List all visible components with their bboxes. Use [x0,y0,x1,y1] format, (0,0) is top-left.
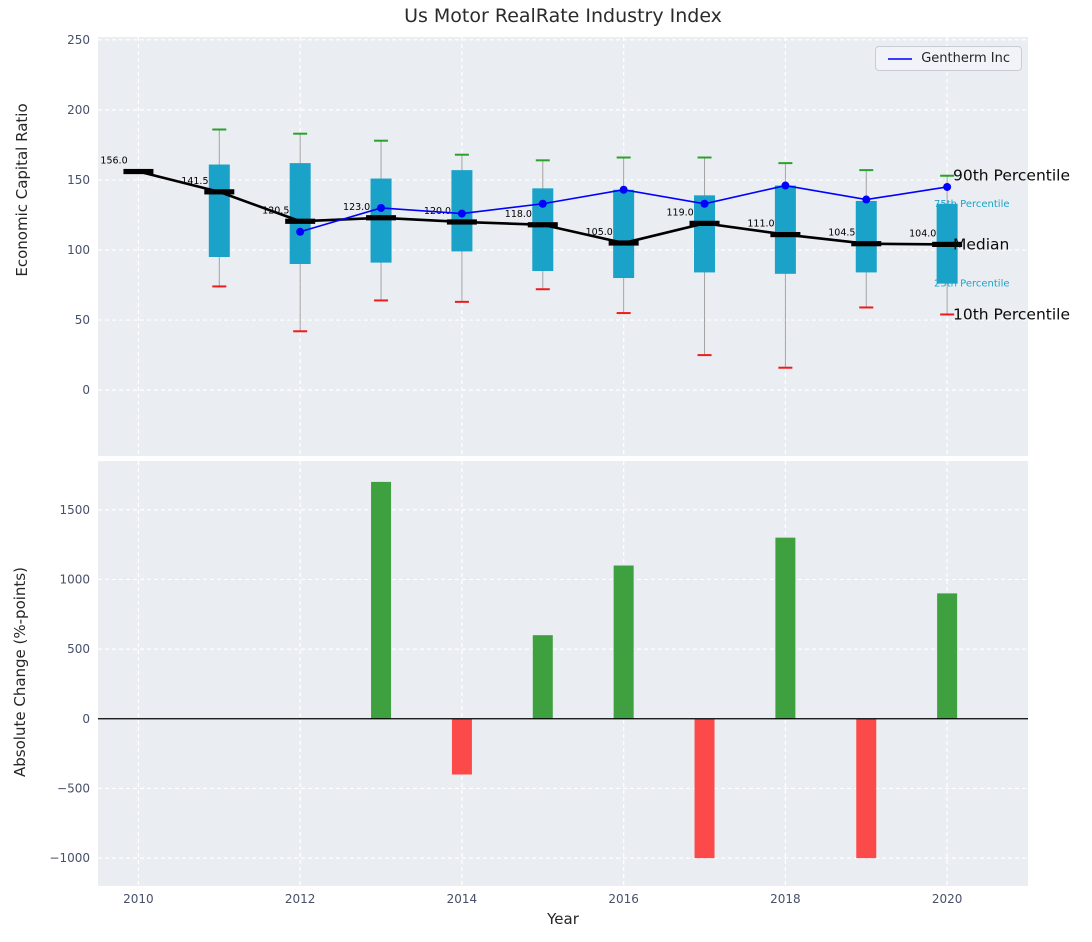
legend-line-icon [888,57,913,60]
change-bar-2013 [371,481,392,719]
median-marker-2014 [446,219,477,225]
annotation-median: Median [953,235,1009,253]
iqr-box-2011 [208,164,230,258]
iqr-box-2015 [532,188,554,272]
x-tick-label: 2014 [447,892,478,906]
bottom-y-tick-label: 500 [67,642,90,656]
median-value-label: 123.0 [343,202,370,213]
gentherm-point [377,203,386,212]
top-y-tick-label: 100 [67,243,90,257]
change-bar-2017 [694,718,715,859]
change-bar-2020 [937,593,958,719]
median-value-label: 118.0 [505,209,532,220]
median-value-label: 156.0 [100,156,127,167]
annotation-p90: 90th Percentile [953,167,1070,185]
top-y-tick-label: 200 [67,103,90,117]
top-y-tick-label: 150 [67,173,90,187]
median-marker-2015 [527,222,558,228]
median-marker-2017 [689,220,720,226]
change-bar-2014 [451,718,472,775]
iqr-box-2013 [370,178,392,263]
iqr-box-2019 [855,200,877,273]
gentherm-point [862,195,871,204]
top-y-axis-label: Economic Capital Ratio [13,103,31,277]
x-tick-label: 2010 [123,892,154,906]
median-value-label: 119.0 [667,207,694,218]
bottom-y-tick-label: 0 [82,712,90,726]
bottom-y-tick-label: 1000 [59,572,90,586]
median-marker-2010 [123,168,154,175]
iqr-box-2012 [289,163,311,265]
bottom-y-tick-label: −500 [57,781,90,795]
x-axis-label: Year [547,910,579,928]
gentherm-point [619,185,628,194]
top-y-tick-label: 250 [67,33,90,47]
change-bar-2015 [532,635,553,719]
annotation-q25: 25th Percentile [934,279,1010,290]
bottom-y-tick-label: −1000 [49,851,90,865]
gentherm-point [538,199,547,208]
iqr-box-2017 [694,195,716,273]
iqr-box-2018 [774,185,796,274]
change-bar-2018 [775,537,796,719]
median-value-label: 120.5 [262,205,289,216]
gentherm-point [296,227,305,236]
median-value-label: 104.5 [828,228,855,239]
legend: Gentherm Inc [875,46,1022,71]
top-plot-background [98,37,1028,456]
median-value-label: 105.0 [586,227,613,238]
top-y-tick-label: 50 [75,313,90,327]
gentherm-point [943,182,952,191]
bottom-plot-background [98,461,1028,886]
median-value-label: 141.5 [181,176,208,187]
median-marker-2020 [932,241,963,247]
annotation-q75: 75th Percentile [934,199,1010,210]
median-marker-2018 [770,231,801,238]
top-y-tick-label: 0 [82,383,90,397]
median-value-label: 104.0 [909,228,936,239]
x-tick-label: 2018 [770,892,801,906]
chart-title: Us Motor RealRate Industry Index [404,5,722,27]
median-marker-2013 [366,215,397,221]
legend-label: Gentherm Inc [921,51,1010,66]
change-bar-2019 [856,718,877,859]
bottom-y-tick-label: 1500 [59,503,90,517]
median-marker-2016 [608,240,639,246]
median-marker-2011 [204,189,235,195]
x-tick-label: 2020 [932,892,963,906]
bottom-y-axis-label: Absolute Change (%-points) [11,567,29,777]
change-bar-2016 [613,565,634,719]
median-value-label: 111.0 [747,219,774,230]
gentherm-point [700,199,709,208]
median-marker-2012 [285,218,316,224]
x-tick-label: 2012 [285,892,316,906]
x-tick-label: 2016 [608,892,639,906]
gentherm-point [781,181,790,190]
iqr-box-2016 [613,189,635,279]
annotation-p10: 10th Percentile [953,305,1070,323]
median-marker-2019 [851,241,882,247]
gentherm-point [457,209,466,218]
